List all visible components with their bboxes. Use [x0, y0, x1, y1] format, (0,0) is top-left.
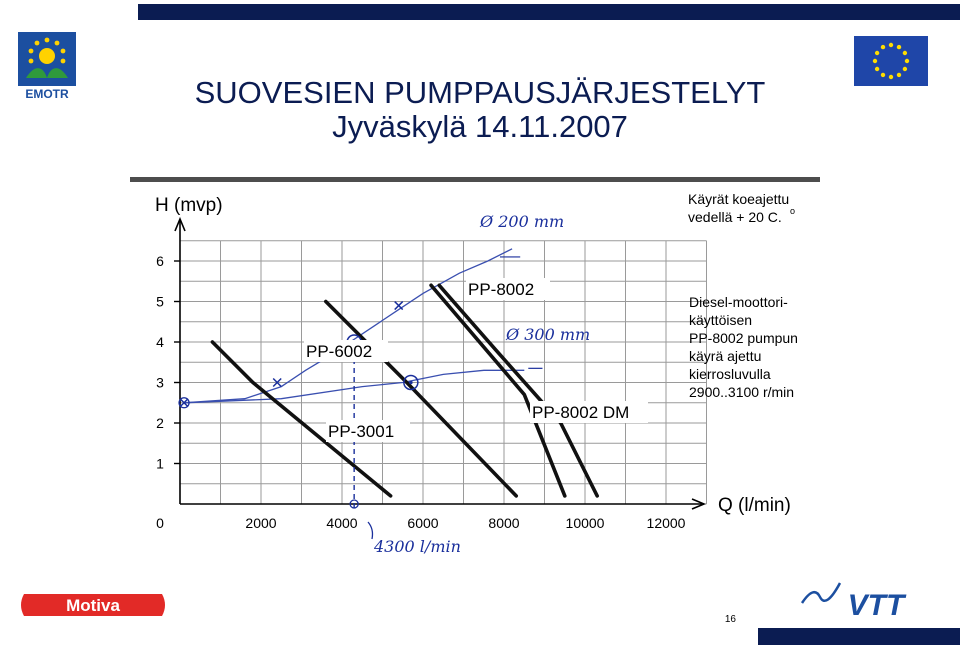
x-tick-label: 2000	[245, 515, 276, 531]
measured-point-x	[394, 301, 404, 311]
note-top-line-1: Käyrät koeajettu	[688, 191, 789, 207]
y-tick-label: 1	[156, 456, 164, 472]
operating-point-dot	[409, 380, 413, 385]
operating-point-circle	[403, 374, 419, 391]
y-tick-label: 4	[156, 334, 164, 350]
x-tick-label: 6000	[407, 515, 438, 531]
system-curve-300mm	[183, 369, 525, 404]
y-tick-label: 2	[156, 415, 164, 431]
x-axis-label: Q (l/min)	[718, 495, 791, 516]
note-right-line-6: 2900..3100 r/min	[689, 384, 794, 400]
motiva-logo-text: Motiva	[66, 596, 120, 615]
page-subtitle: Jyväskylä 14.11.2007	[332, 109, 628, 144]
y-tick-label: 6	[156, 253, 164, 269]
eu-flag-icon	[854, 36, 928, 86]
chart-ticks: 0 2000 4000 6000 8000 10000 12000 1 2 3 4 5 6	[156, 253, 686, 531]
eu-star-icon	[888, 74, 894, 80]
vtt-logo-text: VTT	[848, 589, 907, 620]
series-label-pp8002dm: PP-8002 DM	[532, 403, 629, 422]
chart-axes	[174, 216, 707, 510]
degree-mark: o	[790, 206, 795, 216]
y-axis-label: H (mvp)	[155, 195, 223, 216]
x-tick-label: 8000	[488, 515, 519, 531]
eu-star-icon	[896, 72, 902, 78]
note-right: Diesel-moottori- käyttöisen PP-8002 pump…	[689, 294, 798, 400]
measured-point-x	[178, 397, 190, 409]
note-right-line-5: kierrosluvulla	[689, 366, 771, 382]
series-label-pp6002: PP-6002	[306, 342, 372, 361]
series-label-pp8002: PP-8002	[468, 280, 534, 299]
x-tick-label: 12000	[647, 515, 686, 531]
eu-star-icon	[874, 66, 880, 72]
vtt-logo-icon: VTT	[800, 582, 907, 620]
note-right-line-4: käyrä ajettu	[689, 348, 761, 364]
page-number: 16	[724, 614, 736, 625]
eu-star-icon	[880, 72, 886, 78]
measured-point-x	[272, 377, 282, 388]
series-label-pp3001: PP-3001	[328, 422, 394, 441]
note-right-line-3: PP-8002 pumpun	[689, 330, 798, 346]
y-axis-arrow	[174, 216, 186, 232]
motiva-logo-icon: Motiva	[21, 594, 165, 616]
top-bar-fill	[138, 4, 960, 20]
note-right-line-1: Diesel-moottori-	[689, 294, 788, 310]
pump-curve-pp8002	[429, 283, 567, 498]
eu-star-icon	[904, 58, 910, 64]
note-right-line-2: käyttöisen	[689, 312, 752, 328]
annotation-flow-4300: 4300 l/min	[373, 537, 461, 556]
eu-star-icon	[902, 66, 908, 72]
system-curve-200mm	[183, 248, 513, 404]
eu-star-icon	[902, 50, 908, 56]
note-top-line-2: vedellä + 20 C.	[688, 209, 782, 225]
x-tick-label: 4000	[326, 515, 357, 531]
title-block: SUOVESIEN PUMPPAUSJÄRJESTELYT Jyväskylä …	[170, 76, 790, 144]
pump-curve-pp6002	[324, 299, 518, 498]
x-tick-label: 10000	[566, 515, 605, 531]
page-title: SUOVESIEN PUMPPAUSJÄRJESTELYT	[194, 75, 766, 110]
pump-curve-chart: 0 2000 4000 6000 8000 10000 12000 1 2 3 4 5 6 H (mvp…	[130, 177, 820, 567]
eu-star-icon	[872, 58, 878, 64]
x-axis-arrow	[691, 498, 707, 510]
pump-curve-pp3001	[210, 340, 393, 498]
annotation-curve-200: Ø 200 mm	[479, 212, 564, 231]
eu-star-icon	[880, 44, 886, 50]
emotr-logo-icon: EMOTR	[18, 32, 76, 101]
eu-star-icon	[888, 42, 894, 48]
scan-top-edge	[130, 177, 820, 182]
emotr-logo-text: EMOTR	[25, 87, 69, 101]
eu-star-icon	[874, 50, 880, 56]
y-tick-label: 5	[156, 294, 164, 310]
system-curves	[183, 248, 543, 404]
flow-bracket	[367, 521, 374, 540]
top-bar	[0, 0, 960, 20]
x-tick-label: 0	[156, 515, 164, 531]
flow-axis-mark	[349, 499, 359, 509]
pump-curves	[210, 283, 599, 498]
pump-curve-pp8002dm	[437, 283, 599, 498]
bottom-bar	[758, 628, 960, 645]
y-tick-label: 3	[156, 375, 164, 391]
eu-star-icon	[896, 44, 902, 50]
annotation-curve-300: Ø 300 mm	[505, 325, 590, 344]
